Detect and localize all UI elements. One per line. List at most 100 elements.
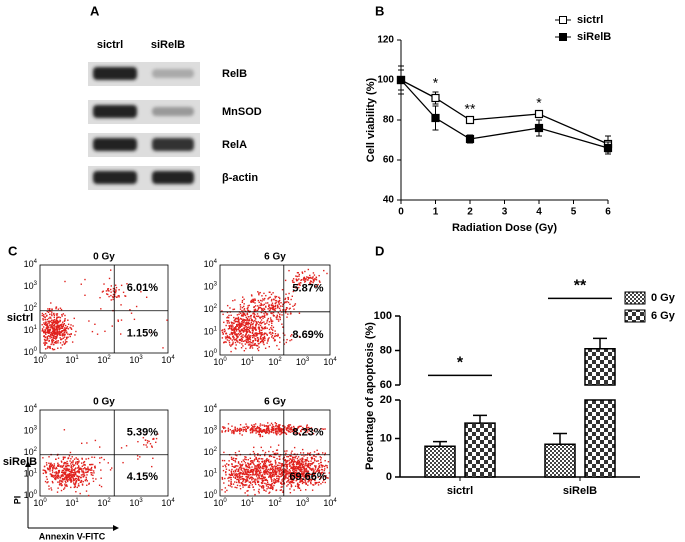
- event-dot: [257, 340, 259, 343]
- event-dot: [260, 316, 262, 318]
- event-dot: [274, 330, 276, 332]
- event-dot: [286, 450, 288, 452]
- event-dot: [42, 319, 44, 321]
- event-dot: [268, 304, 270, 307]
- event-dot: [77, 478, 80, 480]
- event-dot: [66, 460, 68, 463]
- event-dot: [61, 465, 64, 468]
- event-dot: [242, 305, 245, 308]
- event-dot: [279, 470, 281, 472]
- event-dot: [298, 484, 300, 486]
- event-dot: [289, 470, 291, 472]
- event-dot: [242, 483, 244, 486]
- event-dot: [306, 469, 308, 471]
- event-dot: [53, 314, 56, 316]
- y-tick-label: 101: [204, 326, 218, 337]
- event-dot: [291, 477, 293, 480]
- event-dot: [310, 479, 312, 482]
- event-dot: [52, 336, 55, 339]
- event-dot: [251, 431, 254, 433]
- event-dot: [278, 473, 280, 475]
- event-dot: [286, 464, 288, 466]
- event-dot: [313, 279, 315, 282]
- y-tick-label: 120: [377, 35, 394, 46]
- event-dot: [266, 473, 268, 475]
- event-dot: [249, 325, 252, 327]
- event-dot: [234, 481, 236, 483]
- event-dot: [278, 315, 281, 318]
- event-dot: [285, 308, 288, 311]
- event-dot: [107, 462, 109, 464]
- event-dot: [72, 469, 74, 471]
- event-dot: [299, 478, 302, 481]
- event-dot: [52, 466, 55, 468]
- event-dot: [63, 471, 66, 473]
- event-dot: [272, 314, 275, 316]
- event-dot: [228, 480, 230, 482]
- event-dot: [70, 466, 73, 469]
- tick-exp: 0: [43, 355, 47, 361]
- event-dot: [55, 307, 57, 310]
- event-dot: [47, 481, 49, 483]
- event-dot: [64, 456, 66, 459]
- event-dot: [77, 458, 79, 460]
- event-dot: [273, 298, 275, 300]
- event-dot: [81, 465, 84, 467]
- event-dot: [312, 478, 314, 480]
- event-dot: [255, 465, 257, 467]
- event-dot: [327, 477, 329, 479]
- event-dot: [262, 429, 265, 431]
- event-dot: [257, 481, 259, 484]
- event-dot: [45, 331, 47, 333]
- event-dot: [56, 329, 58, 331]
- event-dot: [55, 466, 57, 469]
- event-dot: [263, 321, 265, 323]
- bar: [584, 348, 616, 478]
- event-dot: [221, 477, 224, 479]
- event-dot: [298, 286, 300, 289]
- event-dot: [92, 480, 95, 483]
- event-dot: [272, 292, 274, 294]
- event-dot: [304, 481, 306, 484]
- event-dot: [253, 463, 255, 466]
- event-dot: [55, 313, 58, 315]
- event-dot: [234, 299, 236, 301]
- event-dot: [70, 327, 72, 329]
- event-dot: [284, 476, 287, 478]
- event-dot: [270, 319, 273, 321]
- event-dot: [110, 285, 113, 287]
- event-dot: [319, 478, 321, 480]
- event-dot: [289, 482, 291, 485]
- event-dot: [309, 463, 312, 465]
- event-dot: [102, 290, 104, 292]
- event-dot: [100, 477, 102, 479]
- tick-exp: 2: [107, 498, 111, 504]
- event-dot: [63, 343, 65, 345]
- event-dot: [297, 474, 300, 477]
- event-dot: [246, 475, 248, 478]
- event-dot: [301, 461, 303, 463]
- tick-exp: 1: [75, 498, 79, 504]
- event-dot: [247, 476, 249, 478]
- event-dot: [282, 491, 284, 494]
- event-dot: [274, 295, 276, 298]
- event-dot: [298, 425, 301, 428]
- event-dot: [287, 455, 290, 458]
- event-dot: [241, 472, 244, 475]
- event-dot: [306, 425, 308, 427]
- event-dot: [242, 330, 244, 333]
- event-dot: [42, 315, 45, 318]
- event-dot: [279, 313, 281, 315]
- event-dot: [64, 319, 66, 322]
- event-dot: [248, 481, 251, 483]
- event-dot: [270, 476, 272, 479]
- event-dot: [59, 326, 61, 328]
- event-dot: [65, 329, 67, 332]
- event-dot: [270, 486, 272, 489]
- event-dot: [230, 480, 232, 483]
- event-dot: [298, 432, 300, 434]
- event-dot: [285, 465, 287, 468]
- event-dot: [292, 290, 295, 293]
- event-dot: [60, 324, 62, 326]
- event-dot: [277, 425, 279, 428]
